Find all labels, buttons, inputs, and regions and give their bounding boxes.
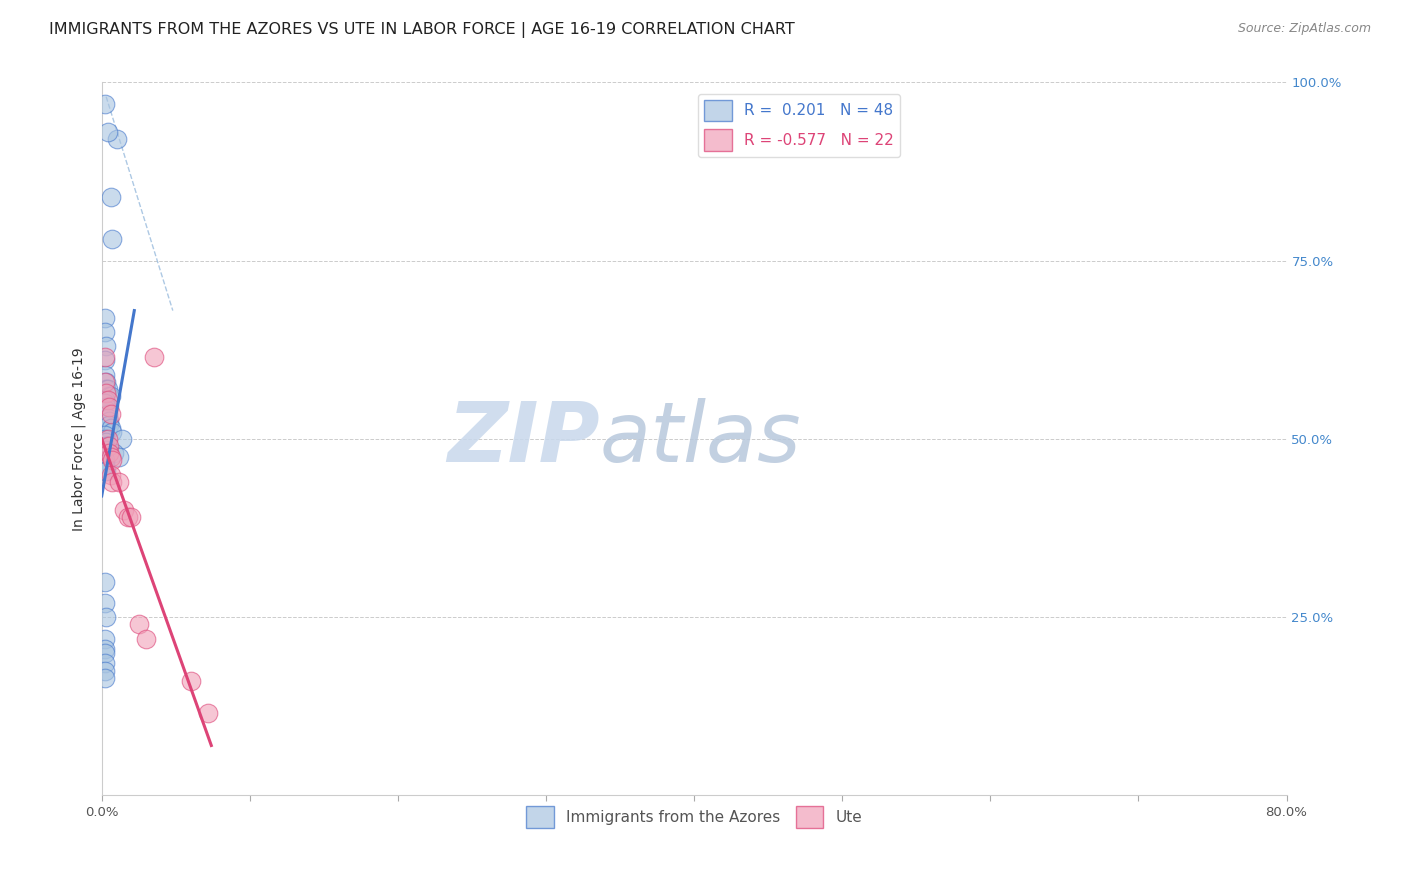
Point (112, 503, 135, 517)
Point (101, 425, 124, 439)
Point (93, 375, 115, 389)
Point (93, 442, 115, 457)
Point (96, 403, 118, 417)
Text: IMMIGRANTS FROM THE AZORES VS UTE IN LABOR FORCE | AGE 16-19 CORRELATION CHART: IMMIGRANTS FROM THE AZORES VS UTE IN LAB… (49, 22, 794, 38)
Point (180, 674, 202, 689)
Point (101, 232, 124, 246)
Point (100, 467, 122, 482)
Point (103, 446, 125, 460)
Text: Source: ZipAtlas.com: Source: ZipAtlas.com (1237, 22, 1371, 36)
Point (97, 392, 120, 407)
Point (96, 400, 118, 414)
Legend: Immigrants from the Azores, Ute: Immigrants from the Azores, Ute (520, 800, 868, 834)
Point (197, 706, 219, 721)
Point (93, 350, 115, 364)
Point (93, 457, 115, 471)
Point (93, 664, 115, 678)
Point (97, 407, 120, 421)
Point (117, 510, 139, 524)
Point (101, 453, 124, 467)
Point (98, 400, 121, 414)
Point (105, 132, 128, 146)
Point (93, 368, 115, 382)
Point (93, 396, 115, 410)
Point (97, 432, 120, 446)
Point (111, 432, 134, 446)
Text: atlas: atlas (599, 399, 801, 479)
Point (100, 407, 122, 421)
Point (93, 353, 115, 368)
Point (93, 96, 115, 111)
Point (93, 464, 115, 478)
Point (93, 632, 115, 646)
Point (97, 125, 120, 139)
Point (100, 421, 122, 435)
Point (96, 382, 118, 396)
Point (93, 392, 115, 407)
Point (100, 189, 122, 203)
Point (96, 375, 118, 389)
Point (93, 646, 115, 660)
Point (93, 428, 115, 442)
Point (98, 389, 121, 403)
Point (93, 310, 115, 325)
Point (98, 414, 121, 428)
Point (93, 460, 115, 475)
Point (120, 510, 142, 524)
Point (96, 439, 118, 453)
Point (96, 385, 118, 400)
Point (97, 439, 120, 453)
Point (98, 417, 121, 432)
Point (128, 617, 150, 632)
Point (97, 410, 120, 425)
Point (97, 382, 120, 396)
Point (93, 671, 115, 685)
Point (100, 389, 122, 403)
Point (100, 450, 122, 464)
Point (96, 339, 118, 353)
Y-axis label: In Labor Force | Age 16-19: In Labor Force | Age 16-19 (72, 347, 86, 531)
Point (108, 450, 131, 464)
Point (96, 610, 118, 624)
Point (93, 453, 115, 467)
Point (93, 574, 115, 589)
Point (135, 632, 157, 646)
Point (96, 435, 118, 450)
Point (142, 350, 165, 364)
Point (93, 642, 115, 657)
Point (93, 325, 115, 339)
Point (98, 446, 121, 460)
Point (93, 596, 115, 610)
Point (93, 657, 115, 671)
Text: ZIP: ZIP (447, 399, 599, 479)
Point (96, 464, 118, 478)
Point (101, 475, 124, 489)
Point (98, 439, 121, 453)
Point (93, 432, 115, 446)
Point (108, 475, 131, 489)
